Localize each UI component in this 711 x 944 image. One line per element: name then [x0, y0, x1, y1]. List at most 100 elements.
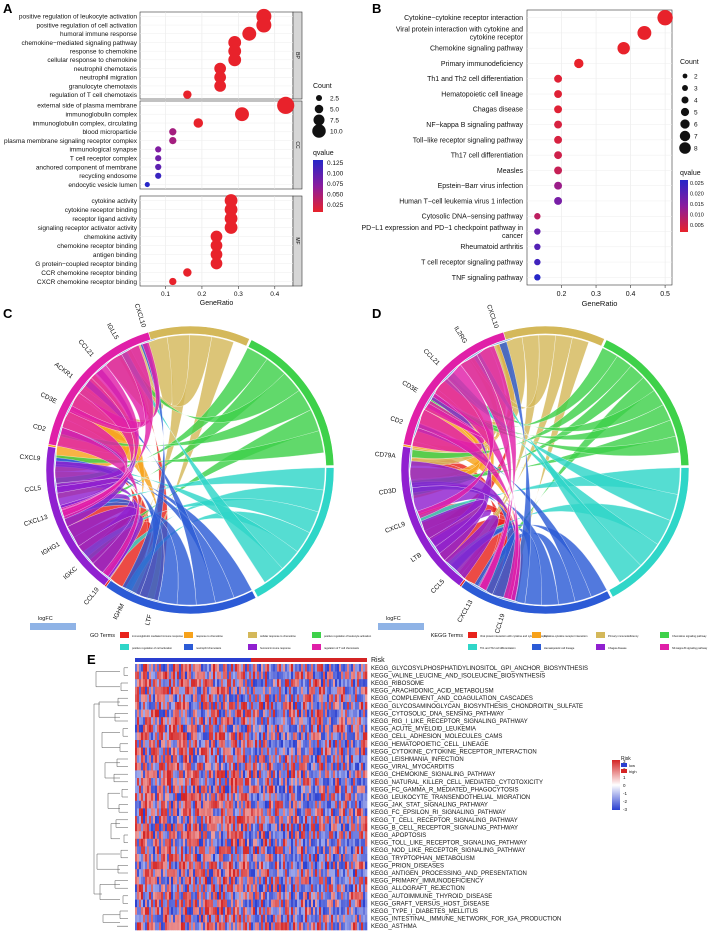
heatmap-cell: [309, 914, 312, 923]
heatmap-cell: [181, 846, 184, 855]
heatmap-cell: [203, 762, 206, 771]
heatmap-cell: [353, 679, 356, 688]
heatmap-cell: [247, 679, 250, 688]
term-label: neutrophil chemotaxis: [74, 66, 138, 73]
heatmap-scale-label: -3: [623, 807, 627, 812]
heatmap-cell: [197, 778, 200, 786]
heatmap-cell: [343, 823, 346, 832]
heatmap-cell: [231, 747, 234, 756]
heatmap-cell: [279, 816, 282, 824]
heatmap-cell: [343, 793, 346, 802]
heatmap-cell: [191, 876, 194, 885]
heatmap-cell: [283, 694, 286, 703]
heatmap-cell: [281, 800, 284, 809]
heatmap-cell: [215, 702, 218, 710]
heatmap-cell: [231, 876, 234, 885]
heatmap-cell: [171, 755, 174, 764]
heatmap-cell: [331, 823, 334, 832]
heatmap-cell: [331, 869, 334, 878]
heatmap-cell: [325, 846, 328, 855]
heatmap-cell: [351, 747, 354, 756]
heatmap-cell: [351, 740, 354, 748]
heatmap-cell: [207, 724, 210, 733]
heatmap-cell: [207, 846, 210, 855]
heatmap-cell: [233, 831, 236, 840]
heatmap-cell: [205, 907, 208, 916]
heatmap-cell: [221, 702, 224, 710]
heatmap-cell: [231, 686, 234, 695]
heatmap-cell: [149, 664, 152, 672]
facet-strip: [292, 11, 303, 100]
heatmap-cell: [351, 800, 354, 809]
heatmap-cell: [345, 679, 348, 688]
heatmap-cell: [235, 762, 238, 771]
heatmap-cell: [275, 679, 278, 688]
heatmap-cell: [359, 808, 362, 817]
heatmap-cell: [315, 679, 318, 688]
heatmap-cell: [347, 869, 350, 878]
heatmap-cell: [325, 914, 328, 923]
heatmap-cell: [239, 732, 242, 741]
heatmap-cell: [281, 823, 284, 832]
heatmap-cell: [195, 922, 198, 931]
heatmap-cell: [277, 778, 280, 786]
heatmap-cell: [275, 854, 278, 862]
heatmap-cell: [195, 800, 198, 809]
heatmap-cell: [307, 785, 310, 794]
heatmap-cell: [347, 793, 350, 802]
heatmap-cell: [209, 709, 212, 718]
heatmap-cell: [313, 838, 316, 847]
heatmap-cell: [201, 762, 204, 771]
heatmap-cell: [351, 671, 354, 680]
heatmap-cell: [353, 762, 356, 771]
heatmap-cell: [305, 892, 308, 900]
heatmap-cell: [207, 686, 210, 695]
heatmap-cell: [213, 861, 216, 870]
heatmap-cell: [229, 869, 232, 878]
heatmap-cell: [183, 808, 186, 817]
heatmap-cell: [359, 755, 362, 764]
heatmap-cell: [173, 816, 176, 824]
heatmap-cell: [189, 838, 192, 847]
heatmap-cell: [345, 664, 348, 672]
heatmap-cell: [321, 770, 324, 779]
heatmap-cell: [347, 770, 350, 779]
heatmap-cell: [257, 732, 260, 741]
heatmap-cell: [329, 838, 332, 847]
heatmap-cell: [327, 762, 330, 771]
heatmap-cell: [245, 846, 248, 855]
heatmap-cell: [147, 914, 150, 923]
heatmap-cell: [267, 770, 270, 779]
heatmap-cell: [303, 740, 306, 748]
heatmap-cell: [267, 914, 270, 923]
heatmap-cell: [293, 709, 296, 718]
heatmap-cell: [291, 702, 294, 710]
heatmap-cell: [181, 884, 184, 893]
heatmap-cell: [249, 793, 252, 802]
heatmap-cell: [187, 709, 190, 718]
heatmap-cell: [363, 770, 366, 779]
heatmap-cell: [147, 899, 150, 908]
heatmap-cell: [181, 740, 184, 748]
heatmap-cell: [149, 724, 152, 733]
heatmap-cell: [275, 755, 278, 764]
heatmap-cell: [259, 732, 262, 741]
heatmap-cell: [151, 914, 154, 923]
heatmap-cell: [183, 899, 186, 908]
legend-dot: [679, 130, 691, 142]
heatmap-cell: [189, 724, 192, 733]
heatmap-cell: [143, 770, 146, 779]
heatmap-cell: [351, 823, 354, 832]
heatmap-cell: [185, 854, 188, 862]
heatmap-cell: [185, 679, 188, 688]
heatmap-cell: [287, 823, 290, 832]
heatmap-cell: [293, 732, 296, 741]
heatmap-cell: [295, 755, 298, 764]
panel-label-c: C: [3, 306, 13, 321]
heatmap-cell: [157, 671, 160, 680]
heatmap-cell: [251, 892, 254, 900]
heatmap-cell: [211, 816, 214, 824]
heatmap-cell: [181, 800, 184, 809]
heatmap-cell: [239, 785, 242, 794]
heatmap-cell: [303, 732, 306, 741]
